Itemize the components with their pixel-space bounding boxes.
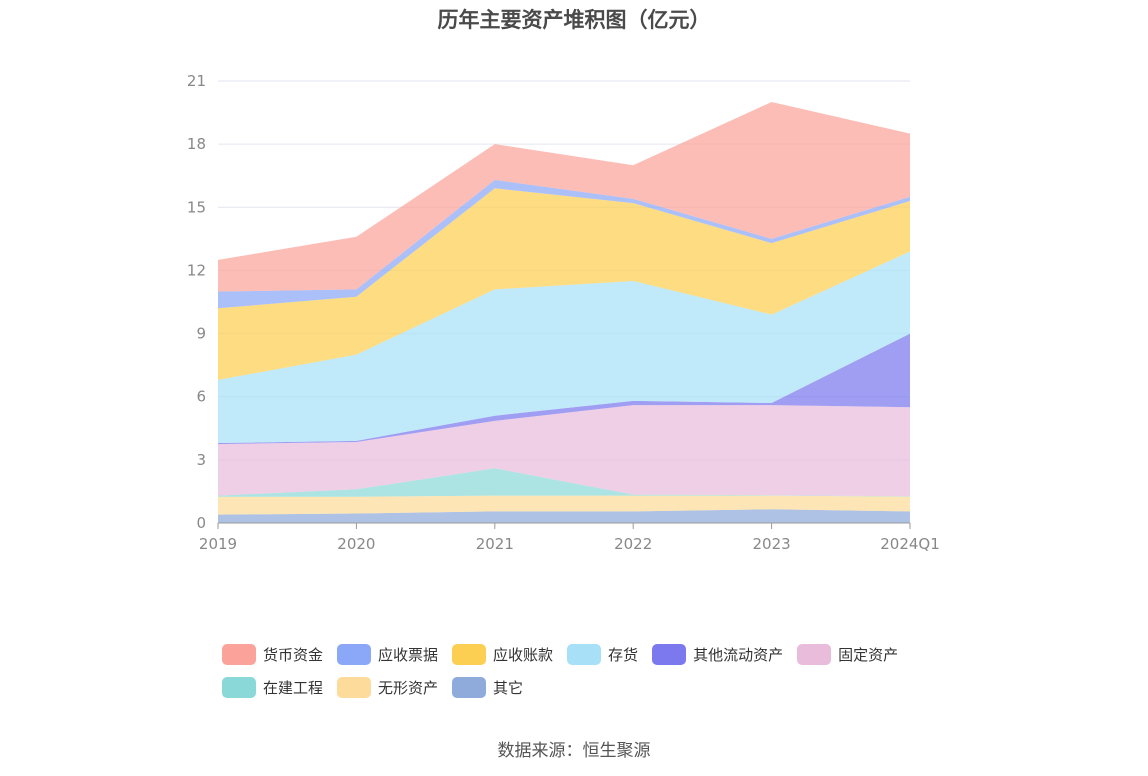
area-series-8 bbox=[218, 102, 910, 292]
area-series-0 bbox=[218, 509, 910, 523]
x-tick-label: 2020 bbox=[337, 535, 375, 553]
legend-item-notes-receivable[interactable]: 应收票据 bbox=[337, 644, 438, 665]
y-tick-label: 6 bbox=[196, 388, 206, 406]
area-series-2 bbox=[218, 468, 910, 497]
legend-swatch bbox=[222, 644, 256, 665]
legend-label: 存货 bbox=[608, 646, 639, 664]
y-tick-label: 9 bbox=[196, 325, 206, 343]
legend-label: 无形资产 bbox=[378, 679, 439, 697]
legend-swatch bbox=[452, 677, 487, 698]
legend-swatch bbox=[652, 644, 687, 665]
legend-swatch bbox=[452, 644, 487, 665]
area-series-6 bbox=[218, 188, 910, 380]
legend-item-other-current-assets[interactable]: 其他流动资产 bbox=[652, 644, 783, 665]
legend-swatch bbox=[222, 677, 256, 698]
x-tick-label: 2019 bbox=[199, 535, 237, 553]
legend-item-construction-in-progress[interactable]: 在建工程 bbox=[222, 677, 323, 698]
x-tick-label: 2022 bbox=[614, 535, 652, 553]
legend-swatch bbox=[337, 644, 372, 665]
y-tick-label: 18 bbox=[187, 135, 206, 153]
area-series-7 bbox=[218, 179, 910, 309]
legend-item-inventory[interactable]: 存货 bbox=[567, 644, 638, 665]
legend-item-other[interactable]: 其它 bbox=[452, 677, 523, 698]
legend-item-intangible-assets[interactable]: 无形资产 bbox=[337, 677, 438, 698]
legend-label: 应收账款 bbox=[493, 646, 554, 664]
legend-item-fixed-assets[interactable]: 固定资产 bbox=[797, 644, 898, 665]
x-tick-label: 2023 bbox=[753, 535, 791, 553]
legend-item-accounts-receivable[interactable]: 应收账款 bbox=[452, 644, 553, 665]
legend-row-1: 货币资金 应收票据 应收账款 存货 其他流动资产 固定资产 bbox=[222, 638, 942, 671]
chart-title: 历年主要资产堆积图（亿元） bbox=[437, 8, 711, 32]
y-tick-label: 12 bbox=[187, 261, 206, 279]
legend-label: 其他流动资产 bbox=[693, 646, 784, 664]
legend-label: 其它 bbox=[493, 679, 524, 697]
legend-label: 固定资产 bbox=[838, 646, 899, 664]
legend-item-cash[interactable]: 货币资金 bbox=[222, 644, 323, 665]
legend-label: 在建工程 bbox=[263, 679, 324, 697]
y-tick-label: 21 bbox=[187, 72, 206, 90]
area-series-5 bbox=[218, 251, 910, 443]
legend-label: 货币资金 bbox=[263, 646, 324, 664]
y-tick-label: 15 bbox=[187, 198, 206, 216]
y-tick-label: 3 bbox=[196, 451, 206, 469]
area-series-3 bbox=[218, 405, 910, 497]
legend-swatch bbox=[567, 644, 602, 665]
data-source-note: 数据来源：恒生聚源 bbox=[497, 741, 651, 761]
legend-label: 应收票据 bbox=[378, 646, 439, 664]
legend-swatch bbox=[337, 677, 372, 698]
legend: 货币资金 应收票据 应收账款 存货 其他流动资产 固定资产 在建工程 bbox=[222, 638, 942, 704]
x-tick-label: 2024Q1 bbox=[880, 535, 940, 553]
area-series-1 bbox=[218, 495, 910, 515]
y-tick-label: 0 bbox=[196, 514, 206, 532]
x-tick-label: 2021 bbox=[476, 535, 514, 553]
legend-row-2: 在建工程 无形资产 其它 bbox=[222, 671, 942, 704]
legend-swatch bbox=[797, 644, 832, 665]
